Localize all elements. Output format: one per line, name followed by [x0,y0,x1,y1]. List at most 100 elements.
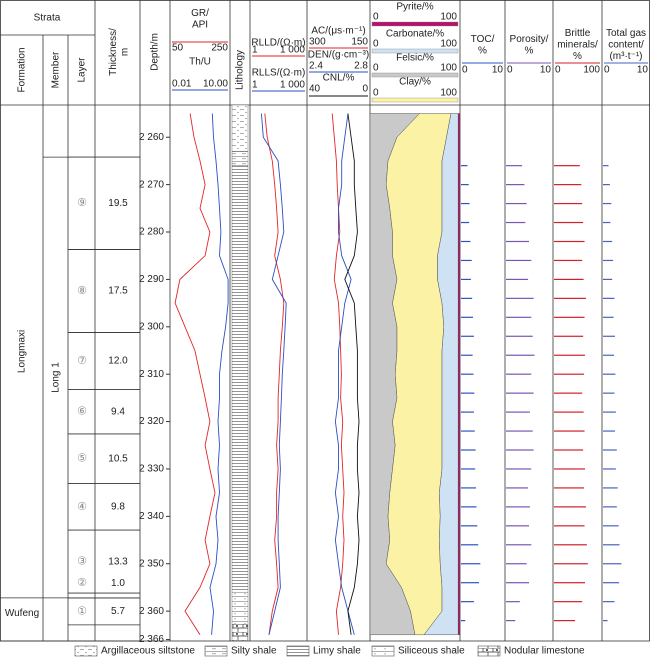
curve-name: DEN/(g·cm⁻³) [308,50,369,61]
layer-name: ① [77,605,87,617]
layer-thickness: 10.5 [108,453,128,464]
data-bar [554,184,582,186]
depth-label: 2 270 [139,179,164,190]
data-bar [603,373,616,375]
data-bar [461,506,477,508]
data-bar [506,468,532,470]
layer-thickness: 19.5 [108,198,128,209]
data-bar [461,335,474,337]
mineral-name: Pyrite/% [396,2,433,13]
data-bar [461,392,475,394]
legend-label: Silty shale [231,646,277,657]
layer-name: ④ [77,501,87,513]
data-bar [603,601,615,603]
data-bar [506,354,535,356]
data-bar [603,202,612,205]
track-scale-min: 0 [462,65,468,76]
track-scale-min: 0 [507,65,513,76]
legend-swatch [477,645,501,657]
depth-label: 2 350 [139,558,164,569]
data-bar [461,563,481,565]
data-bar [506,373,532,375]
legend-swatch [74,645,98,657]
thickness-header: Thickness/m [108,28,131,76]
curve-name: Th/U [189,57,211,68]
data-bar [506,259,532,262]
curve-scale-min: 0.01 [172,79,192,90]
data-bar [461,525,478,527]
lithology-interval [231,624,249,642]
data-bar [603,449,617,451]
formation-header: Formation [17,47,28,92]
data-bar [554,297,586,299]
depth-label: 2 300 [139,321,164,332]
data-bar [554,544,587,546]
data-bar [506,335,533,337]
curve-name: RLLD/(Ω·m) [251,38,305,49]
data-bar [554,202,583,205]
legend-label: Limy shale [313,646,361,657]
mineral-scale-min: 0 [373,88,379,99]
data-bar [554,316,585,318]
curve-name: AC/(μs·m⁻¹) [311,26,365,37]
data-bar [554,563,588,565]
header-grid [0,0,650,641]
member-name: Long 1 [51,362,62,393]
curve-scale-min: 40 [309,84,321,95]
depth-label: 2 260 [139,132,164,143]
data-bar [461,430,475,432]
data-bar [506,525,529,527]
data-bar [603,165,609,167]
data-bar [461,449,476,451]
data-bar [506,165,523,167]
lithology-interval [231,165,249,593]
legend-label: Argillaceous siltstone [101,646,195,657]
data-bar [506,202,527,205]
data-bar [554,354,586,356]
data-bar [554,392,583,394]
data-bar [461,582,480,584]
layer-thickness: 17.5 [108,286,128,297]
mineral-scale-max: 100 [440,12,457,23]
curve-scale-max: 0 [362,84,368,95]
data-bar [554,240,585,243]
layer-thickness: 5.7 [111,606,125,617]
data-bar [554,411,584,413]
mineral-scale-min: 0 [373,63,379,74]
data-bar [461,354,473,356]
data-bar [554,335,584,337]
layer-name: ③ [77,556,87,568]
formation-name: Wufeng [5,608,39,619]
data-bar [603,278,613,281]
data-bar [506,392,534,394]
data-bar [554,620,576,622]
depth-label: 2 340 [139,511,164,522]
mineral-swatch [371,48,459,54]
mineral-swatch [371,97,459,103]
data-bar [554,487,585,489]
lithology-header: Lithology [235,50,246,90]
layer-name: ⑧ [77,285,87,297]
curve-scale-min: 2.4 [309,61,323,72]
data-bar [461,165,468,167]
log-curve [209,113,229,635]
depth-label: 2 320 [139,416,164,427]
data-bar [506,506,530,508]
data-bar [603,335,615,337]
legend-swatch [204,645,228,657]
depth-label: 2 310 [139,369,164,380]
data-bar [603,297,615,299]
data-bar [506,240,529,243]
depth-header: Depth/m [150,33,161,71]
data-bar [603,354,615,356]
track-scale-max: 100 [583,65,600,76]
data-bar [506,430,533,432]
curve-scale-min: 1 [252,45,258,56]
layer-name: ⑥ [77,406,87,418]
log-curve [260,113,287,635]
curve-scale-max: 250 [211,43,228,54]
track-name: Porosity/% [510,34,549,57]
data-bar [461,297,473,299]
data-bar [603,582,620,584]
